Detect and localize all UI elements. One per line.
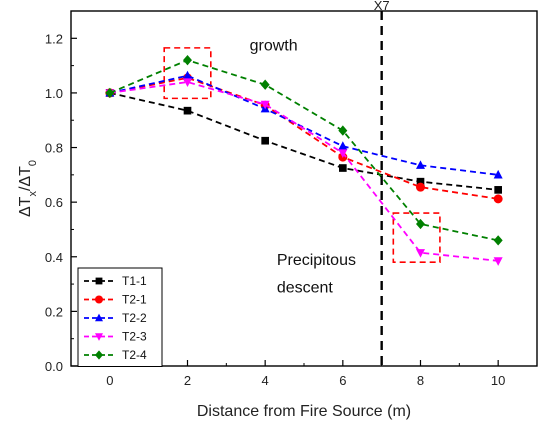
data-point xyxy=(260,100,270,110)
y-axis-title-slash-delta-t: /ΔT xyxy=(17,166,34,191)
y-tick-label: 0.0 xyxy=(45,359,63,374)
vline-label: X7 xyxy=(374,0,390,13)
data-point xyxy=(493,194,503,204)
legend-items: T1-1 T2-1 T2-2 T2-3 T2-4 xyxy=(84,274,147,362)
y-tick-label: 1.2 xyxy=(45,31,63,46)
y-axis-title-delta-tx: ΔT xyxy=(17,196,34,217)
legend-label: T2-2 xyxy=(122,311,147,325)
legend-marker xyxy=(95,277,103,285)
data-point xyxy=(416,249,425,258)
series-t2-4 xyxy=(105,54,503,246)
axis-ticks: 0 2 4 6 8 10 0.0 0.2 0.4 0.6 0.8 1.0 1.2 xyxy=(45,10,538,388)
series-t2-1 xyxy=(105,73,503,204)
legend-marker xyxy=(95,333,103,341)
legend-item: T2-1 xyxy=(84,293,147,307)
data-point xyxy=(416,160,425,169)
legend-box xyxy=(77,267,163,367)
legend-label: T2-1 xyxy=(122,293,147,307)
data-point xyxy=(105,87,115,99)
highlight-box xyxy=(163,47,212,100)
data-point xyxy=(416,218,425,230)
data-point xyxy=(339,164,347,172)
highlight-box xyxy=(392,212,441,264)
legend-label: T1-1 xyxy=(122,274,147,288)
y-tick-label: 0.2 xyxy=(45,304,63,319)
annotation-descent: descent xyxy=(277,279,334,296)
annotation-precipitous: Precipitous xyxy=(277,252,356,269)
highlight-boxes xyxy=(163,47,441,264)
data-point xyxy=(260,79,270,90)
y-tick-label: 0.8 xyxy=(45,141,63,156)
series-line xyxy=(109,59,499,242)
y-axis-title-sub-x: x xyxy=(27,191,39,197)
y-tick-label: 0.4 xyxy=(45,250,63,265)
legend-item: T2-2 xyxy=(84,311,147,325)
x-tick-label: 2 xyxy=(184,373,191,388)
data-point xyxy=(416,182,425,192)
x-tick-label: 4 xyxy=(262,373,269,388)
legend-label: T2-4 xyxy=(122,348,147,362)
series-line xyxy=(109,92,499,191)
x-tick-label: 10 xyxy=(491,373,505,388)
series-line xyxy=(109,76,499,200)
data-point xyxy=(338,149,348,158)
data-point xyxy=(493,235,503,246)
series-layer xyxy=(105,54,503,266)
data-point xyxy=(494,186,502,194)
y-axis-title: ΔTx/ΔT0 xyxy=(17,160,39,217)
legend-label: T2-3 xyxy=(122,330,147,344)
data-point xyxy=(183,70,192,80)
x-axis-title: Distance from Fire Source (m) xyxy=(197,403,411,420)
data-point xyxy=(416,177,425,186)
legend-marker xyxy=(95,313,103,322)
series-line xyxy=(109,74,499,176)
series-line xyxy=(109,81,499,262)
annotation-growth: growth xyxy=(250,38,298,55)
y-axis-title-sub-0: 0 xyxy=(27,160,39,166)
x-tick-label: 6 xyxy=(339,373,346,388)
data-point xyxy=(261,136,269,145)
legend-item: T1-1 xyxy=(84,274,147,288)
y-tick-label: 1.0 xyxy=(45,86,63,101)
x-tick-label: 0 xyxy=(106,373,113,388)
series-t2-3 xyxy=(105,78,503,266)
legend: T1-1 T2-1 T2-2 T2-3 T2-4 xyxy=(77,267,163,367)
data-point xyxy=(493,169,503,179)
x-tick-label: 8 xyxy=(417,373,424,388)
series-t1-1 xyxy=(106,89,502,194)
data-point xyxy=(493,257,503,266)
legend-item: T2-3 xyxy=(84,330,147,344)
legend-item: T2-4 xyxy=(84,348,147,362)
data-point xyxy=(183,106,192,115)
y-tick-label: 0.6 xyxy=(45,195,63,210)
legend-marker xyxy=(95,295,103,304)
data-point xyxy=(183,78,192,87)
data-point xyxy=(183,54,192,66)
data-point xyxy=(338,125,348,136)
data-point xyxy=(338,141,348,150)
legend-marker xyxy=(95,350,103,360)
